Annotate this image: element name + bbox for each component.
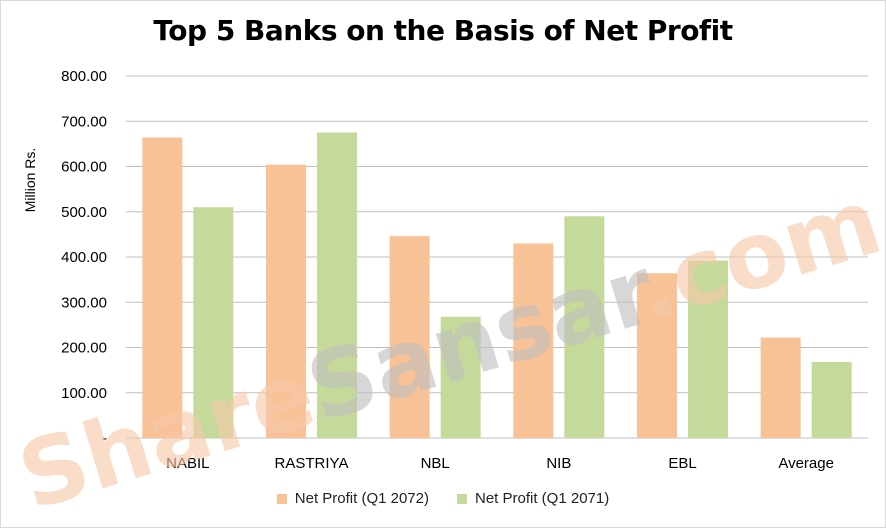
bar-nabil-series-1 [142,137,183,439]
legend: Net Profit (Q1 2072) Net Profit (Q1 2071… [0,490,886,507]
legend-label-series-2: Net Profit (Q1 2071) [475,490,610,507]
bar-average-series-2 [811,361,852,438]
bar-nib-series-2 [564,216,605,438]
y-tick-label: 800.00 [61,68,107,85]
y-tick-label: 600.00 [61,159,107,176]
bar-nbl-series-1 [389,236,430,438]
x-tick-label: NIB [546,455,571,472]
x-tick-label: EBL [668,455,696,472]
y-tick-label: 700.00 [61,113,107,130]
legend-swatch-series-2 [457,493,467,504]
bar-average-series-1 [760,337,801,438]
chart-title: Top 5 Banks on the Basis of Net Profit [153,14,733,47]
y-tick-label: 300.00 [61,294,107,311]
bar-nib-series-1 [513,243,554,438]
x-tick-label: RASTRIYA [275,455,349,472]
y-tick-label: - [102,430,107,447]
x-tick-label: NBL [421,455,450,472]
y-tick-label: 200.00 [61,340,107,357]
y-tick-label: 500.00 [61,204,107,221]
bar-ebl-series-1 [637,273,677,438]
y-tick-label: 100.00 [61,385,107,402]
bar-nbl-series-2 [440,316,481,438]
x-tick-label: NABIL [166,455,209,472]
legend-item-series-2: Net Profit (Q1 2071) [457,490,609,507]
bar-rastriya-series-1 [266,164,306,438]
legend-item-series-1: Net Profit (Q1 2072) [276,490,429,507]
bar-ebl-series-2 [688,260,728,438]
legend-swatch-series-1 [276,493,287,504]
x-tick-label: Average [778,455,834,472]
y-tick-label: 400.00 [61,249,107,266]
legend-label-series-1: Net Profit (Q1 2072) [294,490,429,507]
bar-rastriya-series-2 [317,132,357,438]
bar-nabil-series-2 [193,207,234,438]
